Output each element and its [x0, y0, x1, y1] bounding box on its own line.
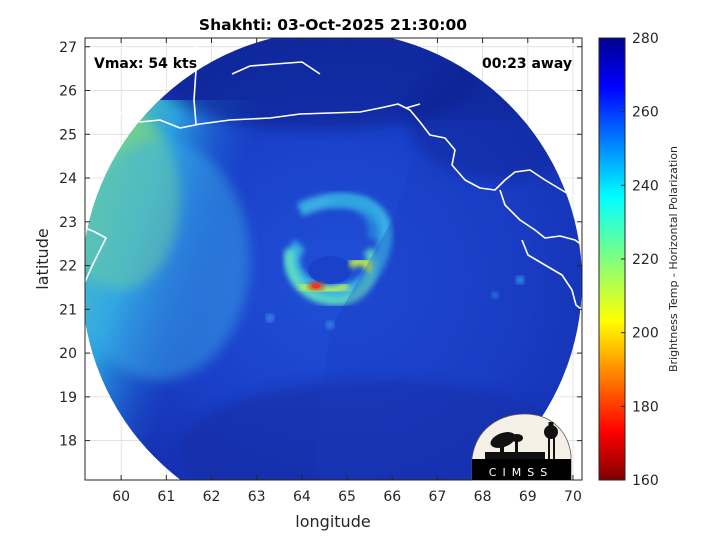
y-tick-label: 19: [59, 390, 77, 406]
y-tick-label: 23: [59, 215, 77, 231]
vmax-annotation: Vmax: 54 kts: [94, 56, 197, 72]
y-tick-label: 25: [59, 127, 77, 143]
x-axis-label: longitude: [295, 512, 370, 531]
x-tick-label: 70: [564, 489, 582, 505]
colorbar-tick-label: 260: [632, 105, 659, 121]
satellite-dish-icon: [485, 432, 545, 459]
colorbar-tick-label: 220: [632, 252, 659, 268]
x-tick-label: 61: [157, 489, 175, 505]
y-tick-label: 18: [59, 434, 77, 450]
x-tick-label: 63: [248, 489, 266, 505]
colorbar-tick-label: 200: [632, 326, 659, 342]
y-tick-label: 26: [59, 84, 77, 100]
x-tick-label: 62: [203, 489, 221, 505]
coastlines: [85, 39, 582, 311]
x-tick-label: 69: [519, 489, 537, 505]
colorbar-tick-label: 160: [632, 473, 659, 489]
colorbar: 280 260 240 220 200 180 160 Brightness Temp - …: [598, 31, 680, 489]
y-tick-label: 20: [59, 346, 77, 362]
y-tick-label: 22: [59, 259, 77, 275]
colorbar-tick-label: 240: [632, 178, 659, 194]
y-tick-label: 21: [59, 302, 77, 318]
colorbar-gradient: [598, 37, 626, 481]
colorbar-tick-label: 280: [632, 31, 659, 47]
colorbar-ticks: 280 260 240 220 200 180 160: [621, 31, 659, 489]
y-axis-label: latitude: [33, 228, 52, 289]
y-tick-label: 27: [59, 40, 77, 56]
x-tick-label: 67: [429, 489, 447, 505]
water-tower-icon: [544, 422, 558, 459]
x-tick-label: 60: [112, 489, 130, 505]
y-ticks: 27 26 25 24 23 22 21 20 19 18: [59, 40, 582, 450]
chart-title: Shakhti: 03-Oct-2025 21:30:00: [199, 16, 467, 34]
x-ticks: 60 61 62 63 64 65 66 67 68 69 70: [112, 38, 582, 505]
away-annotation: 00:23 away: [482, 56, 572, 72]
logo-text: CIMSS: [489, 466, 553, 479]
cimss-logo: CIMSS: [471, 413, 572, 481]
x-tick-label: 65: [338, 489, 356, 505]
x-tick-label: 64: [293, 489, 311, 505]
axes-frame: [84, 37, 583, 481]
x-tick-label: 66: [383, 489, 401, 505]
x-tick-label: 68: [474, 489, 492, 505]
colorbar-label: Brightness Temp - Horizontal Polarizatio…: [667, 146, 680, 372]
y-tick-label: 24: [59, 171, 77, 187]
colorbar-tick-label: 180: [632, 399, 659, 415]
